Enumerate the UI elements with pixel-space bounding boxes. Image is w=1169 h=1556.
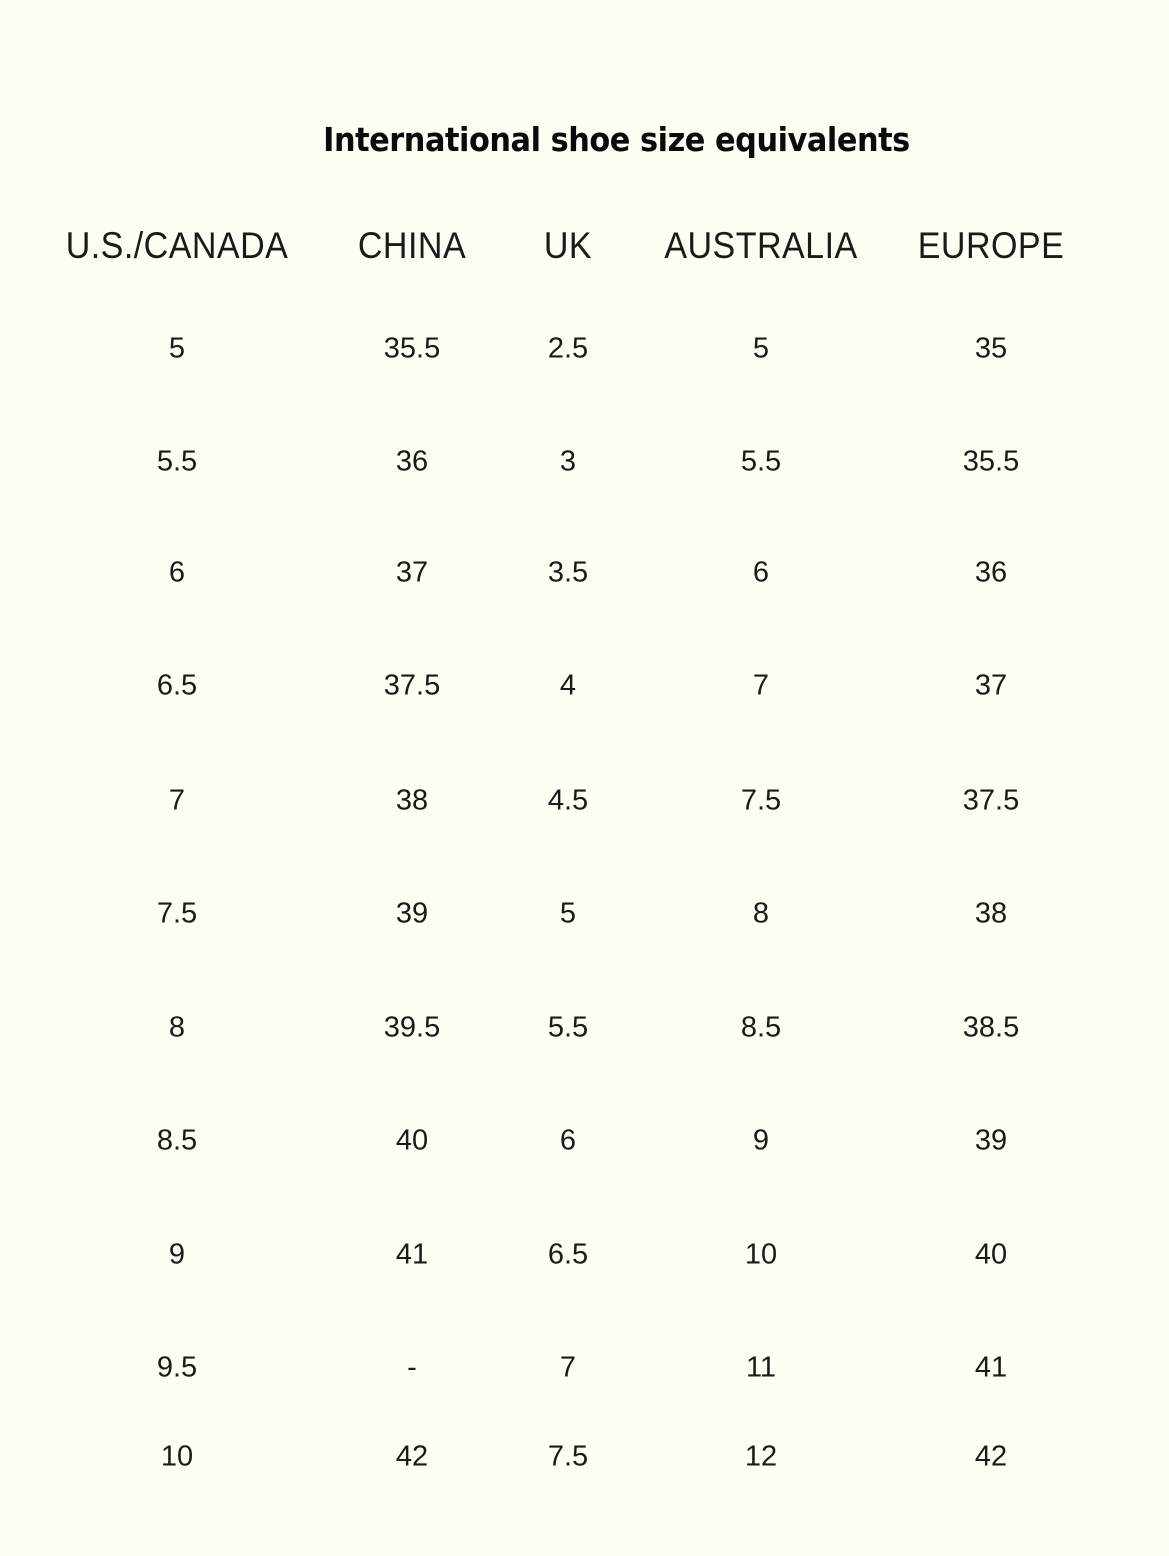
cell-uk: 3 [559,445,577,478]
cell-china: 42 [395,1440,429,1473]
cell-uk: 5 [559,897,577,930]
cell-us-canada: 10 [160,1440,194,1473]
cell-europe: 35.5 [962,445,1020,478]
cell-australia: 5 [752,332,770,365]
cell-china: 39 [395,897,429,930]
cell-europe: 36 [974,556,1008,589]
cell-china: - [407,1351,417,1384]
cell-china: 38 [395,784,429,817]
cell-uk: 4.5 [547,784,589,817]
cell-uk: 6 [559,1124,577,1157]
cell-uk: 5.5 [547,1011,589,1044]
cell-europe: 42 [974,1440,1008,1473]
cell-china: 37 [395,556,429,589]
cell-uk: 6.5 [547,1238,589,1271]
cell-us-canada: 9 [168,1238,186,1271]
cell-europe: 38.5 [962,1011,1020,1044]
cell-australia: 9 [752,1124,770,1157]
cell-us-canada: 8.5 [156,1124,198,1157]
cell-china: 40 [395,1124,429,1157]
cell-us-canada: 5 [168,332,186,365]
cell-australia: 8 [752,897,770,930]
cell-china: 37.5 [383,669,441,702]
cell-europe: 38 [974,897,1008,930]
cell-europe: 41 [974,1351,1008,1384]
cell-china: 36 [395,445,429,478]
cell-china: 35.5 [383,332,441,365]
cell-australia: 11 [745,1351,777,1384]
cell-australia: 10 [744,1238,778,1271]
cell-china: 41 [395,1238,429,1271]
cell-australia: 8.5 [740,1011,782,1044]
column-header-us-canada: U.S./CANADA [65,225,289,266]
cell-uk: 7.5 [547,1440,589,1473]
cell-uk: 7 [559,1351,577,1384]
cell-us-canada: 6.5 [156,669,198,702]
cell-us-canada: 6 [168,556,186,589]
cell-australia: 5.5 [740,445,782,478]
cell-australia: 6 [752,556,770,589]
cell-us-canada: 7 [168,784,186,817]
cell-us-canada: 8 [168,1011,186,1044]
cell-us-canada: 7.5 [156,897,198,930]
cell-europe: 37 [974,669,1008,702]
cell-europe: 37.5 [962,784,1020,817]
column-header-uk: UK [543,225,593,266]
cell-china: 39.5 [383,1011,441,1044]
cell-uk: 3.5 [547,556,589,589]
cell-australia: 7 [752,669,770,702]
cell-europe: 39 [974,1124,1008,1157]
column-header-china: CHINA [357,225,467,266]
page-title: International shoe size equivalents [323,120,910,159]
cell-uk: 2.5 [547,332,589,365]
cell-australia: 7.5 [740,784,782,817]
column-header-australia: AUSTRALIA [664,225,858,266]
cell-europe: 40 [974,1238,1008,1271]
cell-uk: 4 [559,669,577,702]
column-header-europe: EUROPE [917,225,1065,266]
cell-europe: 35 [974,332,1008,365]
cell-us-canada: 9.5 [156,1351,198,1384]
cell-australia: 12 [744,1440,778,1473]
cell-us-canada: 5.5 [156,445,198,478]
